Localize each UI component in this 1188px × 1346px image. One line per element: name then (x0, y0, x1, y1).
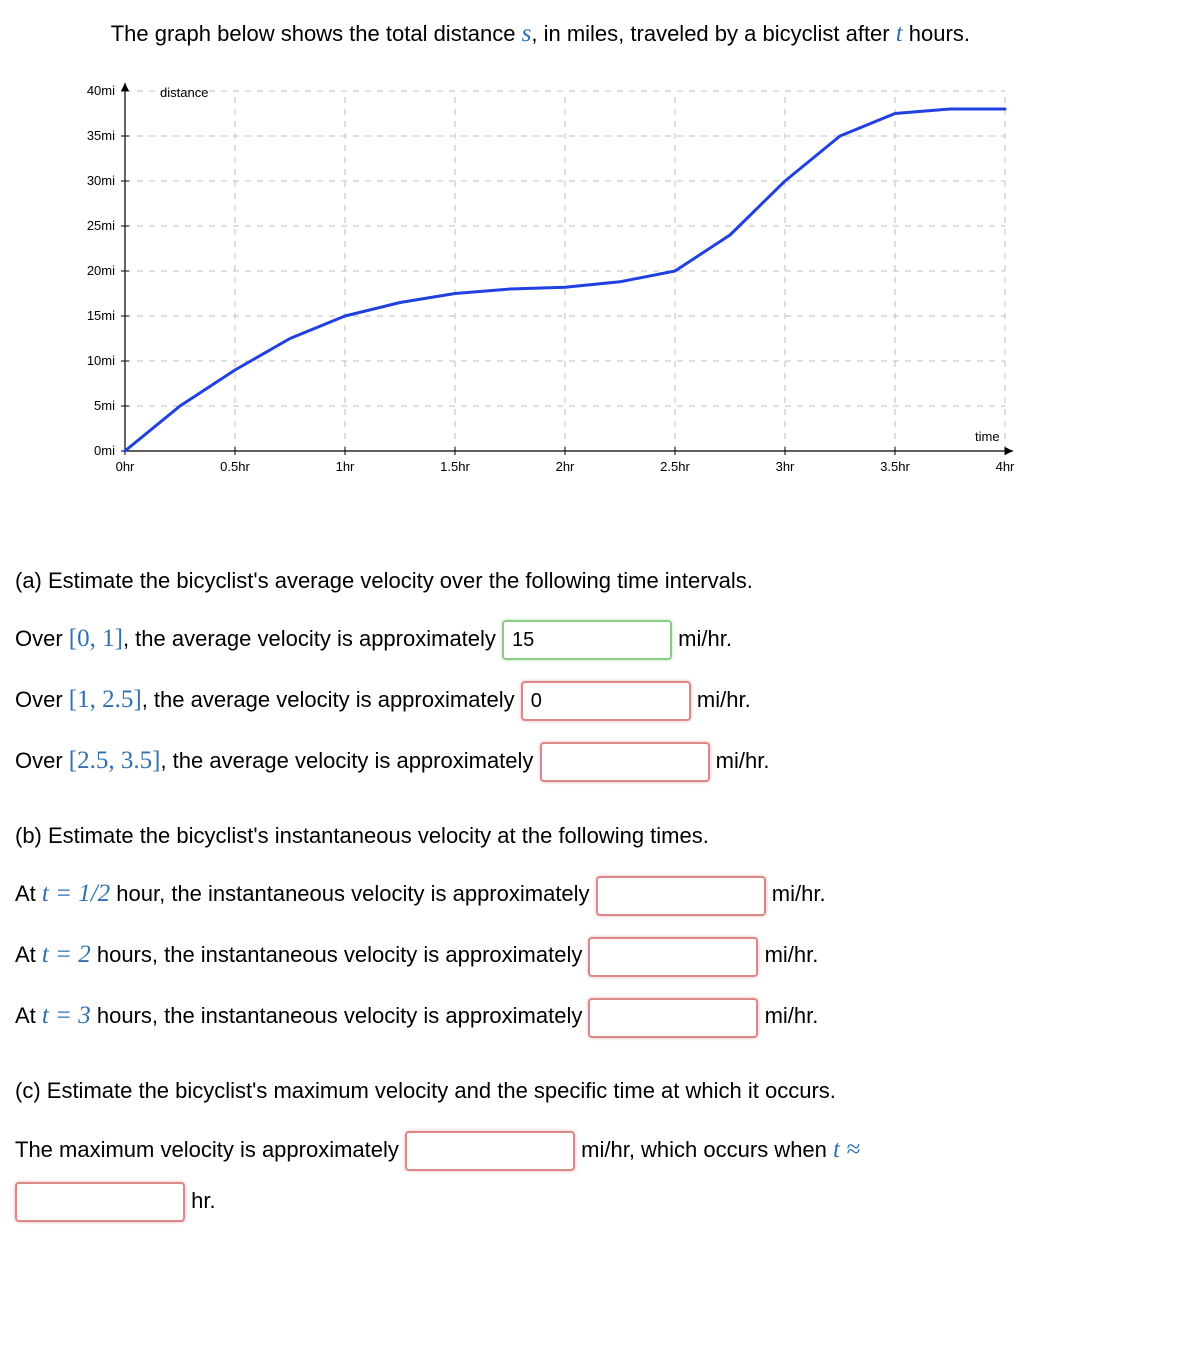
problem-intro: The graph below shows the total distance… (15, 15, 1173, 53)
svg-text:3hr: 3hr (776, 459, 795, 474)
svg-text:15mi: 15mi (87, 308, 115, 323)
svg-text:0mi: 0mi (94, 443, 115, 458)
part-b-q1: At t = 1/2 hour, the instantaneous veloc… (15, 866, 1173, 921)
svg-text:0.5hr: 0.5hr (220, 459, 250, 474)
inst-velocity-2-input[interactable] (588, 937, 758, 977)
part-a: (a) Estimate the bicyclist's average vel… (15, 557, 1173, 788)
part-b-q2: At t = 2 hours, the instantaneous veloci… (15, 927, 1173, 982)
svg-text:0hr: 0hr (116, 459, 135, 474)
intro-mid: , in miles, traveled by a bicyclist afte… (531, 21, 895, 46)
part-a-q3: Over [2.5, 3.5], the average velocity is… (15, 733, 1173, 788)
intro-post: hours. (903, 21, 970, 46)
avg-velocity-2p5-3p5-input[interactable] (540, 742, 710, 782)
distance-chart: 0hr 0.5hr 1hr 1.5hr 2hr 2.5hr 3hr 3.5hr 4hr 0mi 5m… (45, 71, 1173, 507)
part-b-q3: At t = 3 hours, the instantaneous veloci… (15, 988, 1173, 1043)
svg-text:20mi: 20mi (87, 263, 115, 278)
svg-text:1hr: 1hr (336, 459, 355, 474)
part-b-heading: (b) Estimate the bicyclist's instantaneo… (15, 812, 1173, 860)
svg-text:35mi: 35mi (87, 128, 115, 143)
svg-text:5mi: 5mi (94, 398, 115, 413)
svg-text:4hr: 4hr (996, 459, 1015, 474)
max-velocity-time-input[interactable] (15, 1182, 185, 1222)
svg-text:2hr: 2hr (556, 459, 575, 474)
svg-text:10mi: 10mi (87, 353, 115, 368)
max-velocity-input[interactable] (405, 1131, 575, 1171)
part-a-q2: Over [1, 2.5], the average velocity is a… (15, 672, 1173, 727)
part-c-heading: (c) Estimate the bicyclist's maximum vel… (15, 1067, 1173, 1115)
intro-var-s: s (522, 20, 532, 47)
part-c: (c) Estimate the bicyclist's maximum vel… (15, 1067, 1173, 1225)
avg-velocity-0-1-input[interactable] (502, 620, 672, 660)
part-b: (b) Estimate the bicyclist's instantaneo… (15, 812, 1173, 1043)
svg-text:1.5hr: 1.5hr (440, 459, 470, 474)
intro-pre: The graph below shows the total distance (111, 21, 522, 46)
svg-text:40mi: 40mi (87, 83, 115, 98)
part-c-line: The maximum velocity is approximately mi… (15, 1122, 1173, 1225)
svg-text:25mi: 25mi (87, 218, 115, 233)
part-a-heading: (a) Estimate the bicyclist's average vel… (15, 557, 1173, 605)
svg-text:30mi: 30mi (87, 173, 115, 188)
svg-text:time: time (975, 429, 1000, 444)
inst-velocity-0p5-input[interactable] (596, 876, 766, 916)
svg-text:2.5hr: 2.5hr (660, 459, 690, 474)
part-a-q1: Over [0, 1], the average velocity is app… (15, 611, 1173, 666)
svg-text:distance: distance (160, 85, 208, 100)
svg-text:3.5hr: 3.5hr (880, 459, 910, 474)
inst-velocity-3-input[interactable] (588, 998, 758, 1038)
avg-velocity-1-2p5-input[interactable] (521, 681, 691, 721)
intro-var-t: t (896, 20, 903, 47)
